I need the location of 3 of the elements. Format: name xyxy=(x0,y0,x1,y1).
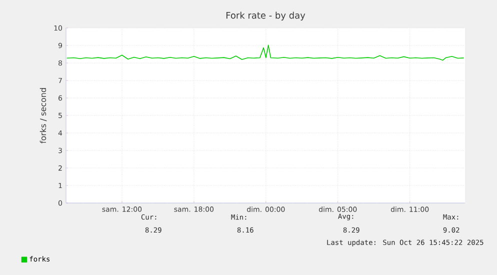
line-series xyxy=(66,44,464,61)
chart-title: Fork rate - by day xyxy=(226,12,306,20)
y-axis-title: forks / second xyxy=(40,88,47,144)
